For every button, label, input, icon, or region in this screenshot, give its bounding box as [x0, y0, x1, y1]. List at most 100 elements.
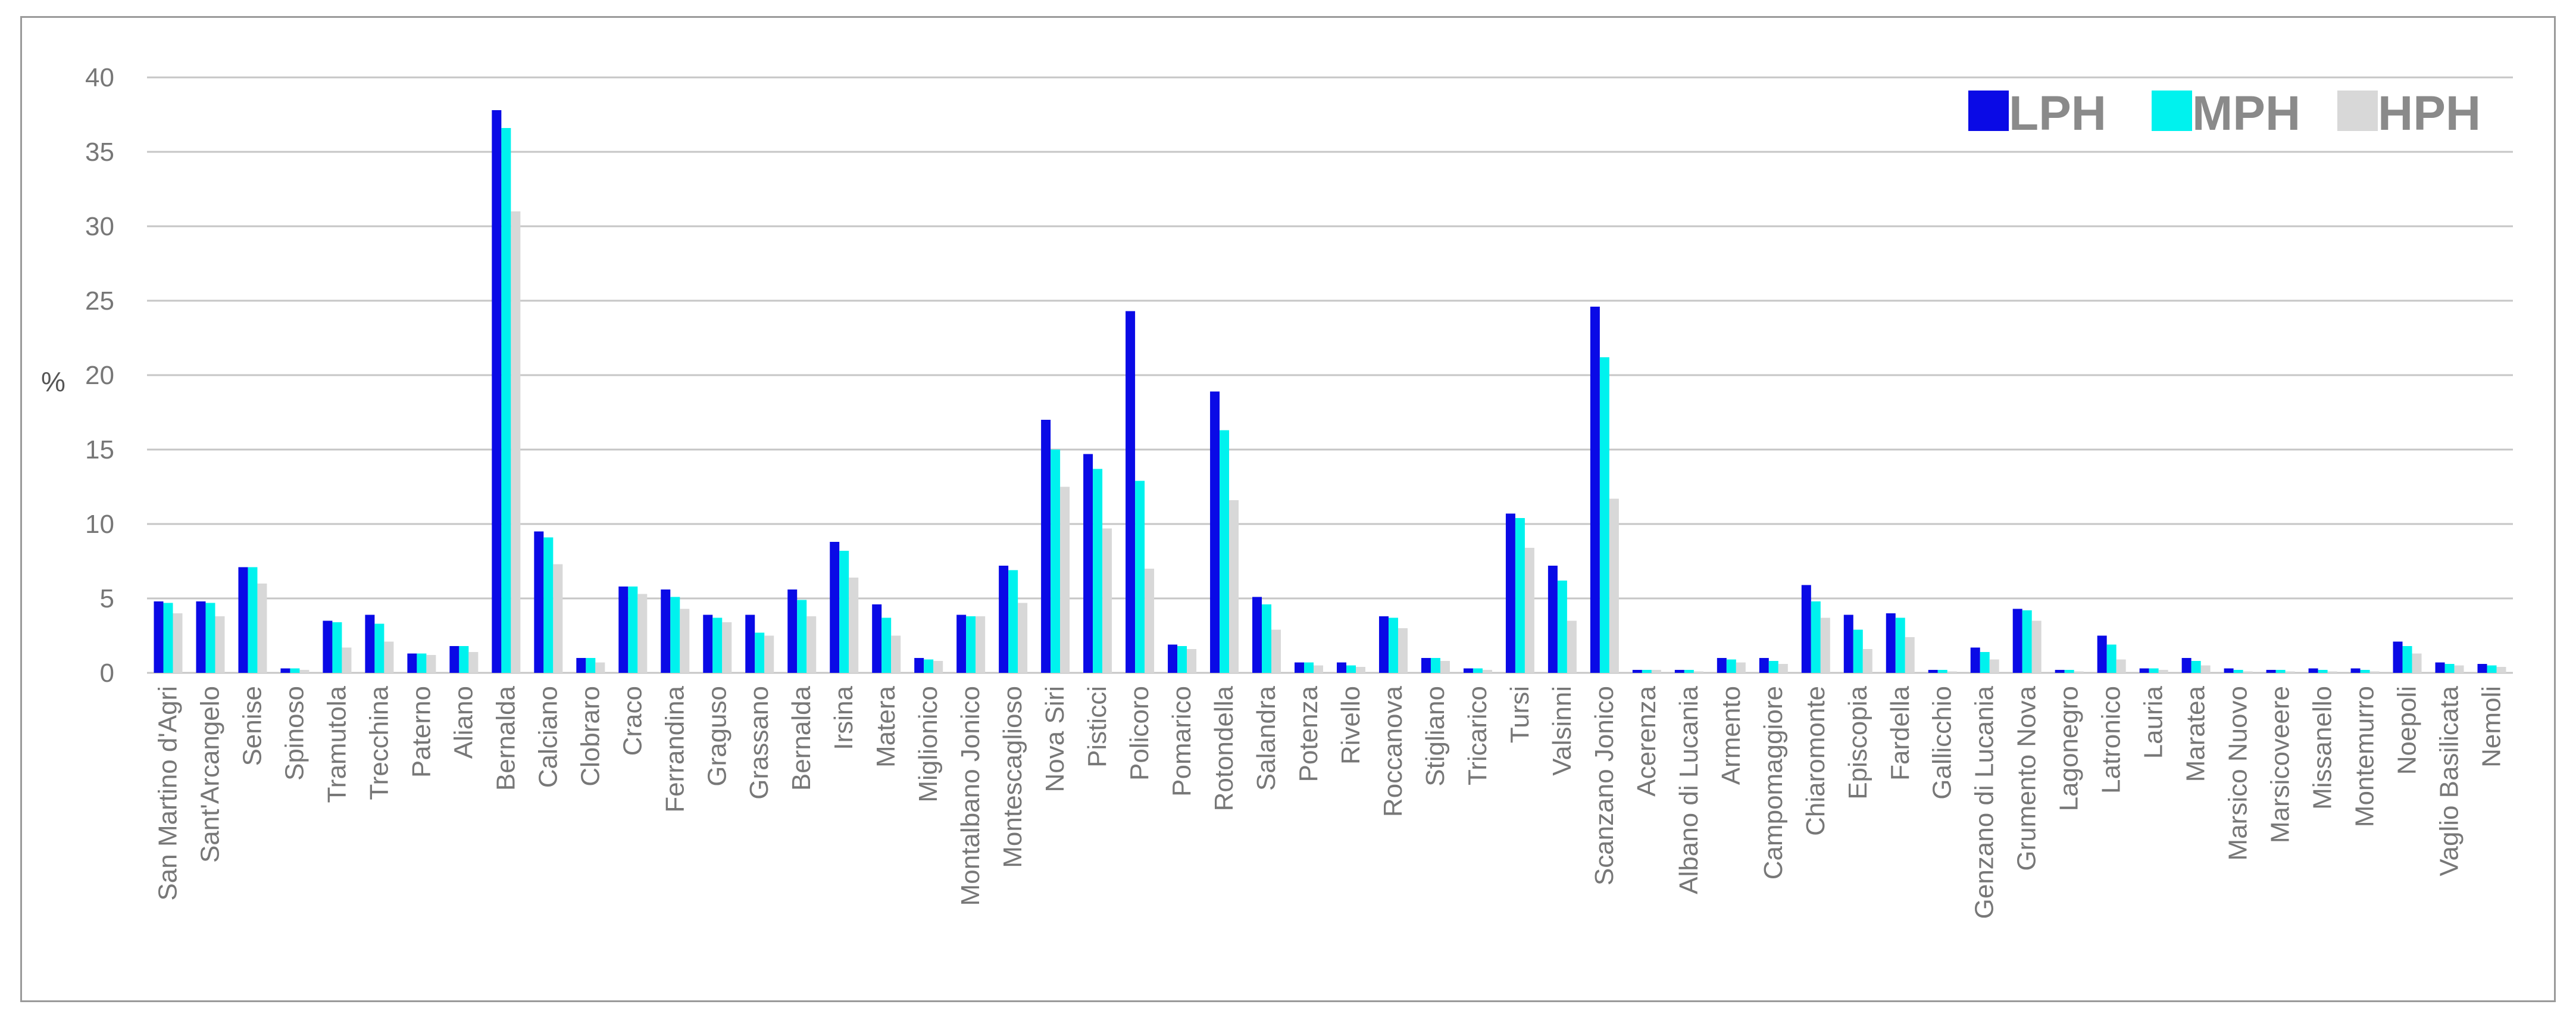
- bar-lph: [2308, 668, 2318, 673]
- bar-hph: [1440, 661, 1450, 673]
- bar-mph: [1726, 659, 1736, 673]
- y-tick-label: 15: [85, 435, 114, 464]
- bar-mph: [755, 632, 765, 673]
- bar-lph: [1083, 454, 1093, 673]
- bar-lph: [1759, 658, 1769, 673]
- x-category-label: Sant'Arcangelo: [195, 686, 224, 863]
- bar-mph: [1051, 450, 1061, 673]
- bar-mph: [1262, 604, 1272, 673]
- bar-mph: [1177, 646, 1187, 673]
- legend-swatch-mph: [2152, 91, 2192, 131]
- x-category-label: Calciano: [533, 686, 562, 788]
- x-category-label: Campomaggiore: [1759, 686, 1788, 879]
- bar-mph: [670, 597, 680, 673]
- y-tick-label: 10: [85, 510, 114, 539]
- x-category-label: Roccanova: [1378, 685, 1408, 817]
- x-category-label: Craco: [618, 686, 647, 756]
- bar-hph: [1271, 629, 1281, 673]
- bar-mph: [586, 658, 596, 673]
- bar-mph: [1557, 581, 1567, 673]
- bar-mph: [1768, 661, 1778, 673]
- bar-hph: [1651, 670, 1661, 673]
- bar-mph: [205, 603, 215, 673]
- x-category-label: Potenza: [1294, 685, 1323, 782]
- bar-mph: [2106, 644, 2117, 673]
- x-category-label: Tursi: [1505, 686, 1534, 743]
- y-tick-label: 30: [85, 212, 114, 241]
- bar-lph: [1590, 307, 1600, 673]
- bar-mph: [2402, 646, 2412, 673]
- bar-lph: [745, 615, 755, 673]
- x-category-label: Pomarico: [1167, 686, 1196, 797]
- bar-lph: [2012, 609, 2022, 673]
- bar-lph: [1336, 662, 1346, 673]
- x-category-label: Grumento Nova: [2012, 685, 2042, 871]
- bar-mph: [1642, 670, 1652, 673]
- bar-hph: [215, 616, 225, 673]
- x-axis-category-labels: San Martino d'Agri Sant'Arcangelo Senise Sp…: [153, 685, 2506, 919]
- x-category-label: Spinoso: [280, 686, 309, 781]
- bar-hph: [553, 564, 563, 673]
- bar-mph: [1684, 670, 1694, 673]
- x-category-label: Graguso: [702, 686, 731, 787]
- x-category-label: Clobraro: [576, 686, 605, 787]
- x-category-label: Policoro: [1125, 686, 1154, 781]
- bar-lph: [1843, 615, 1853, 673]
- bar-hph: [891, 635, 901, 673]
- bars: [154, 110, 2506, 673]
- bar-mph: [2318, 670, 2328, 673]
- bar-lph: [703, 615, 713, 673]
- bar-lph: [2350, 668, 2361, 673]
- bar-mph: [2022, 610, 2032, 673]
- bar-hph: [2454, 665, 2464, 673]
- x-category-label: Maratea: [2181, 685, 2211, 782]
- bar-mph: [2064, 670, 2074, 673]
- bar-hph: [384, 641, 394, 673]
- bar-hph: [1145, 569, 1155, 673]
- bar-mph: [1473, 668, 1483, 673]
- bar-mph: [966, 616, 976, 673]
- x-category-label: Senise: [237, 686, 267, 766]
- y-axis-ticks: 0 5 10 15 20 25 30 35 40: [85, 63, 114, 688]
- bar-lph: [1928, 670, 1938, 673]
- x-category-label: Montescaglioso: [998, 686, 1027, 868]
- bar-lph: [2181, 658, 2192, 673]
- x-category-label: Latronico: [2097, 686, 2126, 794]
- bar-lph: [1674, 670, 1684, 673]
- bar-hph: [2496, 667, 2506, 673]
- bar-lph: [196, 601, 206, 673]
- bar-lph: [1970, 647, 1980, 673]
- bar-mph: [459, 646, 469, 673]
- bar-mph: [2191, 661, 2201, 673]
- bar-hph: [2369, 671, 2380, 673]
- y-axis-label: %: [41, 366, 65, 397]
- bar-hph: [1947, 671, 1957, 673]
- bar-mph: [924, 659, 934, 673]
- bar-lph: [492, 110, 502, 673]
- bar-mph: [2233, 670, 2243, 673]
- bar-lph: [1801, 585, 1811, 673]
- legend-label-mph: MPH: [2192, 86, 2300, 141]
- bar-lph: [1548, 566, 1558, 673]
- x-category-label: Stigliano: [1421, 686, 1450, 787]
- x-category-label: Scanzano Jonico: [1590, 686, 1619, 885]
- bar-hph: [849, 578, 859, 673]
- bar-lph: [1505, 513, 1515, 673]
- bar-lph: [154, 601, 164, 673]
- x-category-label: Irsina: [829, 685, 858, 750]
- bar-hph: [1567, 620, 1577, 673]
- bar-lph: [238, 567, 248, 673]
- bar-hph: [1187, 649, 1197, 673]
- bar-hph: [1482, 670, 1492, 673]
- x-category-label: Montalbano Jonico: [956, 686, 985, 906]
- x-category-label: Vaglio Basilicata: [2435, 685, 2464, 876]
- bar-hph: [1905, 637, 1915, 673]
- bar-mph: [2149, 668, 2159, 673]
- bar-mph: [1220, 430, 1230, 673]
- bar-hph: [2031, 620, 2042, 673]
- bar-mph: [1008, 570, 1018, 673]
- x-category-label: Aliano: [449, 686, 478, 759]
- bar-lph: [2435, 662, 2445, 673]
- legend-label-lph: LPH: [2009, 86, 2106, 141]
